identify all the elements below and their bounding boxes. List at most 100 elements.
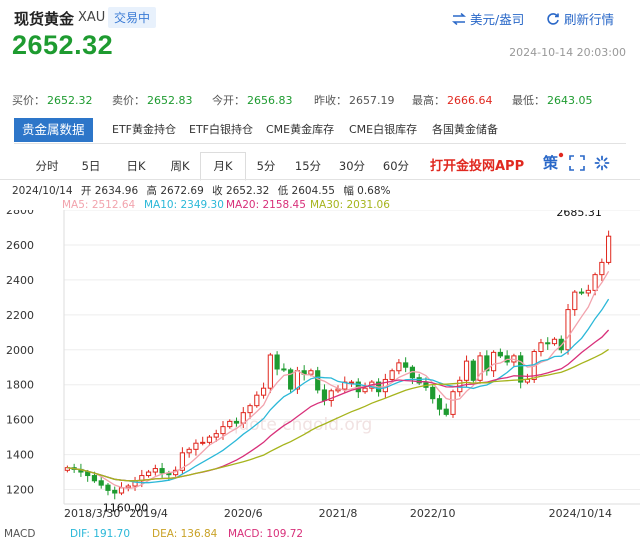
- currency-toggle-button[interactable]: 美元/盎司: [452, 9, 524, 28]
- ma10-line: [67, 298, 610, 484]
- candle-body: [91, 475, 98, 482]
- candle-body: [254, 394, 260, 407]
- x-tick-label: 2021/8: [319, 507, 358, 520]
- current-price: 2652.32: [12, 30, 114, 60]
- tab-15min[interactable]: 15分: [294, 159, 322, 173]
- candle-body: [206, 436, 213, 443]
- candle-body: [159, 468, 165, 474]
- tab-etf-silver-holdings[interactable]: ETF白银持仓: [189, 123, 253, 136]
- x-tick-label: 2018/3/30: [64, 507, 120, 520]
- candle-body: [247, 405, 253, 414]
- tab-cme-gold-stocks[interactable]: CME黄金库存: [266, 123, 335, 136]
- refresh-button[interactable]: 刷新行情: [546, 9, 614, 28]
- trading-status-badge: 交易中: [108, 7, 157, 28]
- candle-body: [260, 387, 267, 396]
- candle-body: [315, 370, 321, 391]
- candle-body: [64, 467, 70, 471]
- macd-value: MACD: 109.72: [228, 528, 304, 540]
- ohlc-close: 收 2652.32: [212, 185, 270, 197]
- candle-body: [105, 484, 111, 491]
- candle-body: [443, 408, 449, 415]
- candle-body: [599, 261, 605, 276]
- tab-national-gold-reserves[interactable]: 各国黄金储备: [432, 123, 498, 136]
- y-tick-label: 2000: [6, 344, 34, 357]
- tab-intraday[interactable]: 分时: [35, 159, 59, 173]
- candle-body: [362, 387, 368, 393]
- y-tick-label: 2400: [6, 274, 34, 287]
- tab-5min[interactable]: 5分: [256, 159, 276, 173]
- quote-low: 最低： 2643.05: [512, 94, 593, 107]
- ma30-legend: MA30: 2031.06: [310, 199, 390, 211]
- macd-dif: DIF: 191.70: [70, 528, 131, 540]
- candle-body: [112, 489, 118, 494]
- y-tick-label: 1200: [6, 484, 34, 497]
- ohlc-readout: 2024/10/14 开 2634.96 高 2672.69 收 2652.32…: [12, 183, 396, 198]
- watermark: quote.cngold.org: [228, 415, 373, 435]
- quote-ask: 卖价： 2652.83: [112, 94, 193, 107]
- tab-cme-silver-stocks[interactable]: CME白银库存: [349, 123, 418, 136]
- macd-dea: DEA: 136.84: [152, 528, 218, 540]
- candle-body: [193, 442, 199, 450]
- refresh-icon: [547, 12, 559, 25]
- open-app-link[interactable]: 打开金投网APP: [430, 159, 525, 174]
- settings-icon[interactable]: [594, 155, 610, 175]
- period-tabs: 分时 5日 日K 周K 月K 5分 15分 30分 60分: [0, 150, 640, 181]
- tab-monthly-k[interactable]: 月K: [200, 152, 246, 181]
- tab-etf-gold-holdings[interactable]: ETF黄金持仓: [112, 123, 176, 136]
- candle-body: [227, 420, 233, 428]
- svg-text:策: 策: [542, 154, 559, 172]
- y-tick-label: 2800: [6, 210, 34, 217]
- candle-body: [551, 338, 558, 345]
- tab-precious-metals-data[interactable]: 贵金属数据: [14, 118, 93, 142]
- tab-60min[interactable]: 60分: [382, 159, 410, 173]
- divider: [14, 143, 626, 144]
- quote-high: 最高： 2666.64: [412, 94, 493, 107]
- macd-label: MACD: [4, 528, 36, 540]
- candle-body: [606, 235, 612, 263]
- candle-body: [592, 274, 598, 291]
- tab-5day[interactable]: 5日: [81, 159, 101, 173]
- x-tick-label: 2022/10: [410, 507, 456, 520]
- candle-body: [233, 420, 240, 424]
- price-annotation: 1160.00: [103, 502, 149, 515]
- candle-body: [585, 289, 591, 294]
- candle-body: [335, 388, 341, 392]
- drawing-tools-icon[interactable]: 策: [542, 152, 564, 178]
- ma20-line: [67, 329, 610, 482]
- ohlc-open: 开 2634.96: [80, 185, 139, 197]
- candle-body: [274, 354, 280, 370]
- ma30-line: [67, 348, 609, 482]
- instrument-code: XAU: [78, 10, 106, 25]
- candle-body: [200, 441, 206, 444]
- candle-body: [463, 360, 470, 381]
- candle-body: [145, 471, 152, 477]
- candle-body: [85, 471, 91, 477]
- candle-body: [403, 362, 409, 368]
- candle-body: [267, 354, 273, 389]
- ma5-line: [67, 270, 610, 490]
- candle-body: [348, 381, 355, 384]
- candle-body: [308, 370, 314, 375]
- x-tick-label: 2020/6: [224, 507, 263, 520]
- x-tick-label: 2019/4: [129, 507, 168, 520]
- fullscreen-icon[interactable]: [569, 155, 585, 175]
- ma20-legend: MA20: 2158.45: [226, 199, 306, 211]
- ohlc-low: 低 2604.55: [277, 185, 335, 197]
- candle-body: [213, 433, 219, 438]
- y-tick-label: 2600: [6, 239, 34, 252]
- tab-daily-k[interactable]: 日K: [126, 159, 146, 173]
- candle-body: [470, 360, 476, 381]
- candle-body: [396, 362, 402, 372]
- candle-body: [328, 390, 334, 401]
- candle-body: [477, 355, 483, 381]
- candle-body: [545, 342, 551, 345]
- tab-weekly-k[interactable]: 周K: [170, 159, 190, 173]
- candlestick-chart[interactable]: quote.cngold.org 1200 1400 1600 1800 2000 220…: [0, 210, 640, 530]
- currency-toggle-label: 美元/盎司: [470, 12, 525, 27]
- candle-body: [118, 487, 125, 494]
- x-tick-label: 2024/10/14: [549, 507, 612, 520]
- candle-body: [430, 386, 436, 400]
- tab-30min[interactable]: 30分: [338, 159, 366, 173]
- candle-body: [186, 448, 192, 454]
- candle-body: [450, 391, 456, 415]
